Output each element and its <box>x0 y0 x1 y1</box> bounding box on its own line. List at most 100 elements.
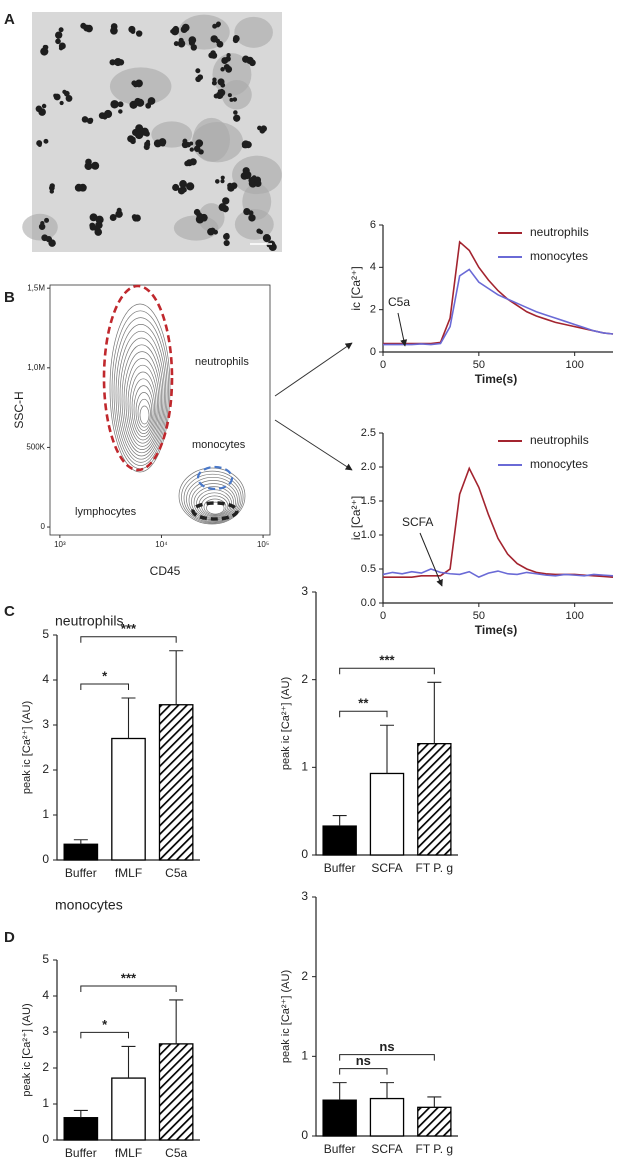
x-tick-label: FT P. g <box>416 1142 454 1156</box>
significance-bracket <box>339 1054 435 1061</box>
nucleus <box>232 97 238 102</box>
y-tick-label: 2 <box>42 1060 49 1074</box>
section-title: neutrophils <box>55 613 124 629</box>
nucleus <box>213 93 219 99</box>
y-tick-label: 1.5 <box>361 495 376 507</box>
nucleus <box>134 97 142 105</box>
nucleus <box>248 210 254 216</box>
nucleus <box>59 100 64 106</box>
y-tick-label: 0 <box>301 1128 308 1142</box>
x-tick-label: C5a <box>165 1146 187 1160</box>
significance-bracket <box>80 985 177 992</box>
x-tick-label: fMLF <box>115 1146 142 1160</box>
significance-bracket <box>80 636 177 643</box>
error-bar <box>380 1082 394 1099</box>
arrow <box>274 342 353 397</box>
nucleus <box>140 127 149 136</box>
nucleus <box>227 93 232 98</box>
nucleus <box>207 228 215 236</box>
significance-bracket <box>339 667 435 675</box>
error-bar <box>332 1082 347 1101</box>
nucleus <box>48 185 55 191</box>
y-tick-label: 2 <box>370 304 376 316</box>
panel-label: C <box>4 603 15 620</box>
error-bar <box>332 815 347 827</box>
contour <box>181 470 244 524</box>
significance-label: *** <box>121 970 137 985</box>
contour <box>131 378 155 438</box>
nucleus <box>215 23 221 28</box>
nucleus <box>179 180 187 188</box>
contour <box>133 385 154 434</box>
series-line <box>382 568 614 579</box>
contour <box>206 501 225 515</box>
panel-label: B <box>4 289 15 306</box>
nucleus <box>189 147 194 152</box>
nucleus <box>55 31 63 39</box>
contour <box>183 473 242 523</box>
nucleus <box>184 160 190 167</box>
bar <box>111 737 146 861</box>
y-tick-label: 3 <box>301 889 308 903</box>
nucleus <box>172 183 180 192</box>
nucleus <box>55 38 61 45</box>
x-tick-label: 50 <box>473 359 485 371</box>
nucleus <box>110 26 118 35</box>
nucleus <box>37 142 42 147</box>
y-tick-label: 1 <box>301 1049 308 1063</box>
section-title: monocytes <box>55 897 123 913</box>
x-tick-label: 0 <box>380 359 386 371</box>
gate-label: monocytes <box>192 439 246 451</box>
x-tick-label: SCFA <box>371 1142 402 1156</box>
significance-label: ns <box>379 1039 394 1054</box>
nucleus <box>220 82 226 88</box>
contour <box>121 344 162 454</box>
nucleus <box>43 44 49 50</box>
nucleus <box>226 52 231 58</box>
y-tick-label: 2.0 <box>361 461 376 473</box>
nucleus <box>109 59 116 66</box>
significance-bracket <box>339 710 388 718</box>
error-bar <box>380 724 394 774</box>
axis <box>382 225 613 353</box>
cell-shadow <box>234 16 273 48</box>
cell-shadow <box>232 155 282 195</box>
bar <box>158 1043 194 1141</box>
gate <box>102 284 174 472</box>
contour <box>203 498 227 516</box>
nucleus <box>135 30 143 37</box>
nucleus <box>35 105 43 113</box>
nucleus <box>48 239 56 247</box>
y-tick-label: 0 <box>301 847 308 861</box>
contour <box>119 337 164 457</box>
y-tick-label: 4 <box>42 672 49 686</box>
nucleus <box>117 101 124 108</box>
nucleus <box>233 110 238 115</box>
contour <box>198 492 231 518</box>
nucleus <box>58 46 64 51</box>
nucleus <box>195 68 201 74</box>
gate-label: neutrophils <box>195 356 249 368</box>
legend-label: neutrophils <box>530 433 589 447</box>
contour <box>139 405 150 425</box>
y-tick-label: 3 <box>42 717 49 731</box>
error-bar <box>169 650 184 705</box>
nucleus <box>143 144 150 151</box>
bar <box>417 743 452 856</box>
nucleus <box>216 40 224 48</box>
legend-label: monocytes <box>530 249 588 263</box>
contour <box>129 371 157 441</box>
y-axis-label: ic [Ca²⁺] <box>349 266 363 310</box>
nucleus <box>196 213 205 222</box>
gate <box>196 465 234 491</box>
nucleus <box>220 179 225 184</box>
nucleus <box>109 214 117 221</box>
nucleus <box>218 203 227 212</box>
nucleus <box>230 182 238 190</box>
significance-label: ns <box>356 1053 371 1068</box>
y-axis-label: ic [Ca²⁺] <box>349 496 363 540</box>
y-tick-label: 1.0 <box>361 529 376 541</box>
nucleus <box>242 55 250 63</box>
nucleus <box>182 138 188 144</box>
nucleus <box>210 52 218 59</box>
